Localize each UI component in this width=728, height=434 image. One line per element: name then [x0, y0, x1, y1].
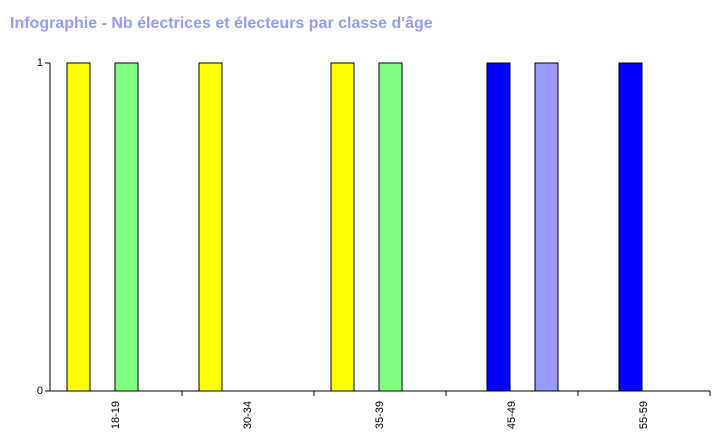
bar	[486, 62, 511, 392]
bar	[534, 62, 559, 392]
bar	[330, 62, 355, 392]
bar	[378, 62, 403, 392]
bar	[66, 62, 91, 392]
y-tick-label: 1	[37, 57, 43, 69]
x-tick-label: 30-34	[242, 401, 254, 429]
x-tick-label: 45-49	[506, 401, 518, 429]
x-tick-label: 55-59	[638, 401, 650, 429]
bar	[618, 62, 643, 392]
y-tick-label: 0	[37, 385, 43, 397]
x-tick-label: 35-39	[374, 401, 386, 429]
chart-title: Infographie - Nb électrices et électeurs…	[10, 15, 433, 32]
x-tick-label: 18-19	[110, 401, 122, 429]
bar	[198, 62, 223, 392]
bar	[114, 62, 139, 392]
